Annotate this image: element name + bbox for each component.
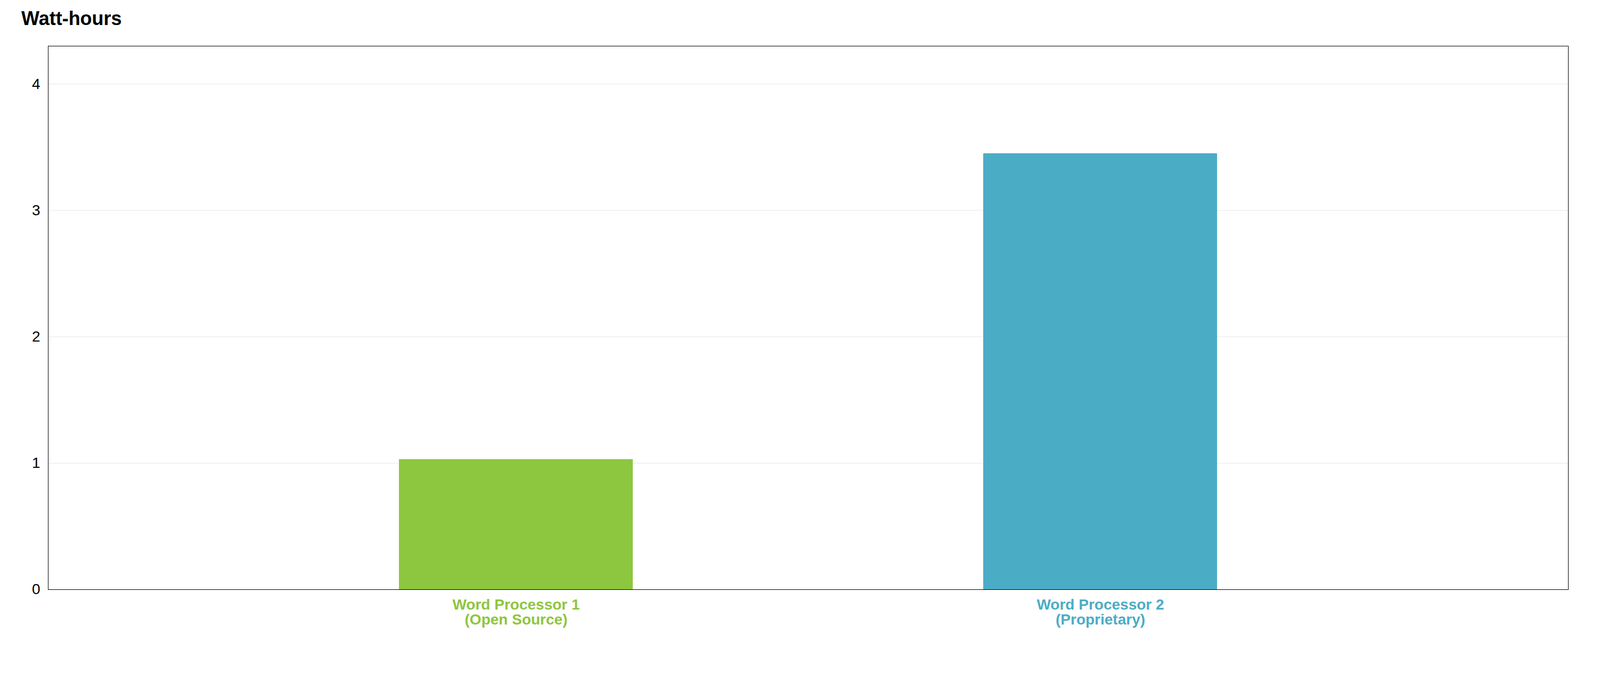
svg-text:0: 0	[31, 580, 41, 598]
html-text:Watt-hours: Watt-hours	[21, 7, 122, 30]
svg-text:1: 1	[31, 454, 41, 471]
svg-text:Word Processor 2(Proprietary): Word Processor 2(Proprietary)	[1036, 596, 1164, 628]
svg-text:2: 2	[31, 328, 41, 345]
svg-text:4: 4	[31, 75, 41, 93]
svg-text:Word Processor 1(Open Source): Word Processor 1(Open Source)	[452, 596, 580, 628]
svg-text:3: 3	[31, 201, 41, 219]
